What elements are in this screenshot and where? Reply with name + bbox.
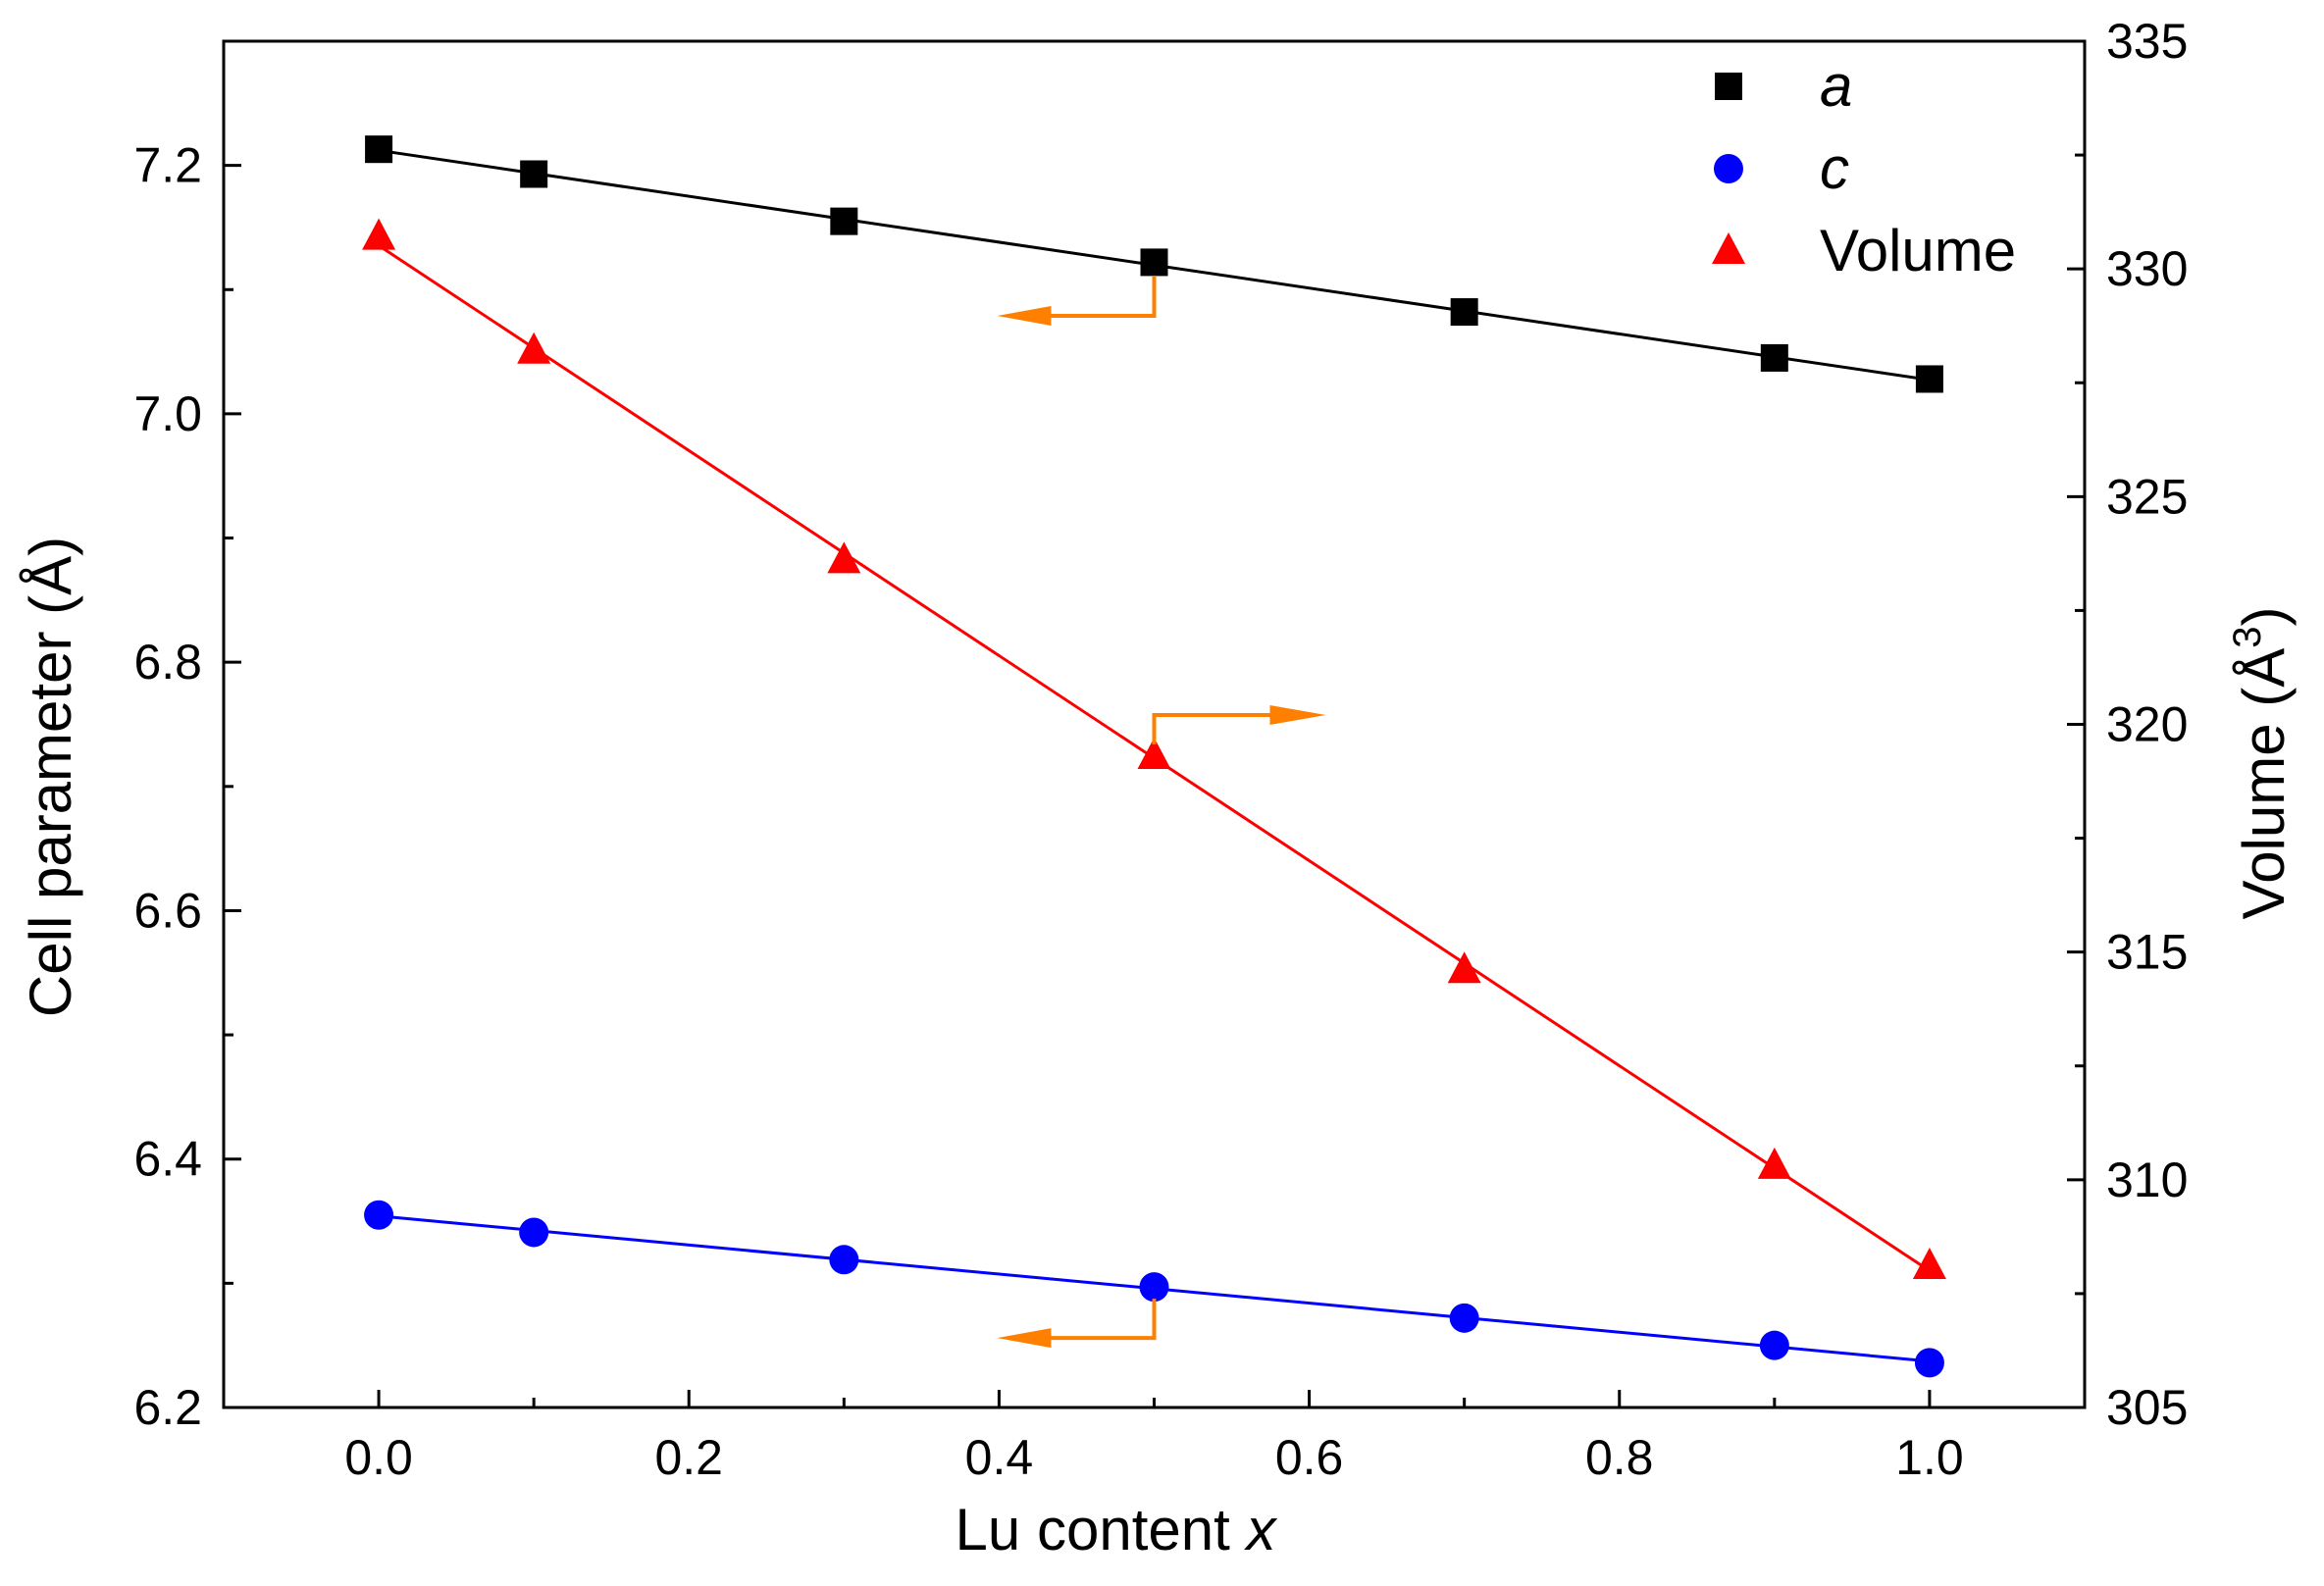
data-series (362, 135, 1946, 1378)
right-y-tick-label: 330 (2106, 241, 2188, 296)
left-y-tick-label: 6.4 (133, 1132, 202, 1187)
right-y-tick-label: 305 (2106, 1380, 2188, 1435)
legend-label-volume: Volume (1820, 218, 2016, 283)
data-point-a (1915, 365, 1943, 393)
axis-indicator-arrow-right (1152, 705, 1326, 745)
legend-marker-volume (1712, 232, 1745, 264)
data-point-c (1449, 1303, 1479, 1333)
x-tick-label: 0.2 (654, 1430, 723, 1485)
arrow-shaft (1152, 713, 1272, 745)
left-y-tick-label: 6.2 (133, 1380, 202, 1435)
right-y-axis-close: ) (2231, 606, 2297, 626)
annotation-arrows (997, 276, 1326, 1349)
arrow-shaft (1046, 1299, 1157, 1341)
arrow-head (997, 305, 1052, 326)
data-point-volume (827, 541, 861, 574)
x-axis-variable: x (1243, 1497, 1277, 1562)
axis-ticks: 0.0 0.2 0.4 0.6 0.8 1.0 6.2 6.4 6.6 6.8 7.0 7.2 305 3… (133, 14, 2188, 1485)
series-volume (362, 218, 1946, 1280)
data-point-c (829, 1245, 859, 1275)
data-point-c (364, 1200, 394, 1230)
left-y-tick-label: 6.8 (133, 635, 202, 690)
right-y-axis-title: Volume (Å3) (2226, 606, 2297, 919)
legend: ac Volume (1712, 53, 2016, 283)
right-y-tick-label: 310 (2106, 1152, 2188, 1207)
x-tick-label: 1.0 (1895, 1430, 1964, 1485)
arrow-head (997, 1328, 1052, 1349)
right-y-axis-superscript: 3 (2226, 626, 2269, 647)
data-point-a (1140, 248, 1168, 277)
data-point-volume (1912, 1248, 1946, 1280)
data-point-volume (517, 332, 551, 364)
right-y-tick-label: 320 (2106, 697, 2188, 752)
legend-label-a: a (1820, 53, 1852, 119)
data-point-volume (1447, 951, 1481, 984)
x-tick-label: 0.4 (965, 1430, 1034, 1485)
x-axis-label: Lu content (955, 1497, 1231, 1562)
legend-marker-c (1714, 154, 1743, 183)
right-y-tick-label: 325 (2106, 469, 2188, 524)
right-y-tick-label: 335 (2106, 14, 2188, 69)
left-y-axis-title: Cell parameter (Å) (18, 537, 83, 1017)
data-point-volume (362, 218, 396, 250)
left-y-tick-label: 6.6 (133, 883, 202, 938)
left-y-tick-label: 7.2 (133, 138, 202, 193)
data-point-a (830, 207, 858, 235)
right-y-tick-label: 315 (2106, 925, 2188, 980)
legend-label-c: c (1820, 135, 1849, 201)
axis-indicator-arrow-left (997, 276, 1157, 326)
data-point-c (519, 1217, 549, 1248)
x-tick-label: 0.8 (1585, 1430, 1654, 1485)
right-y-axis-label: Volume (Å (2231, 648, 2297, 920)
data-point-volume (1137, 738, 1171, 770)
data-point-c (1759, 1330, 1789, 1360)
data-point-a (1760, 343, 1788, 372)
data-point-a (520, 160, 548, 188)
data-point-a (365, 135, 393, 164)
series-c (364, 1200, 1944, 1378)
arrow-head (1269, 705, 1326, 726)
data-point-volume (1757, 1147, 1791, 1179)
axis-indicator-arrow-left (997, 1299, 1157, 1349)
x-axis-title: Lu content x (955, 1497, 1278, 1562)
arrow-shaft (1046, 276, 1157, 318)
legend-marker-a (1715, 73, 1742, 100)
series-a (365, 135, 1943, 393)
x-tick-label: 0.6 (1275, 1430, 1344, 1485)
data-point-c (1139, 1272, 1169, 1303)
data-point-a (1450, 298, 1478, 327)
left-y-tick-label: 7.0 (133, 386, 202, 441)
data-point-c (1914, 1348, 1944, 1378)
x-tick-label: 0.0 (344, 1430, 413, 1485)
